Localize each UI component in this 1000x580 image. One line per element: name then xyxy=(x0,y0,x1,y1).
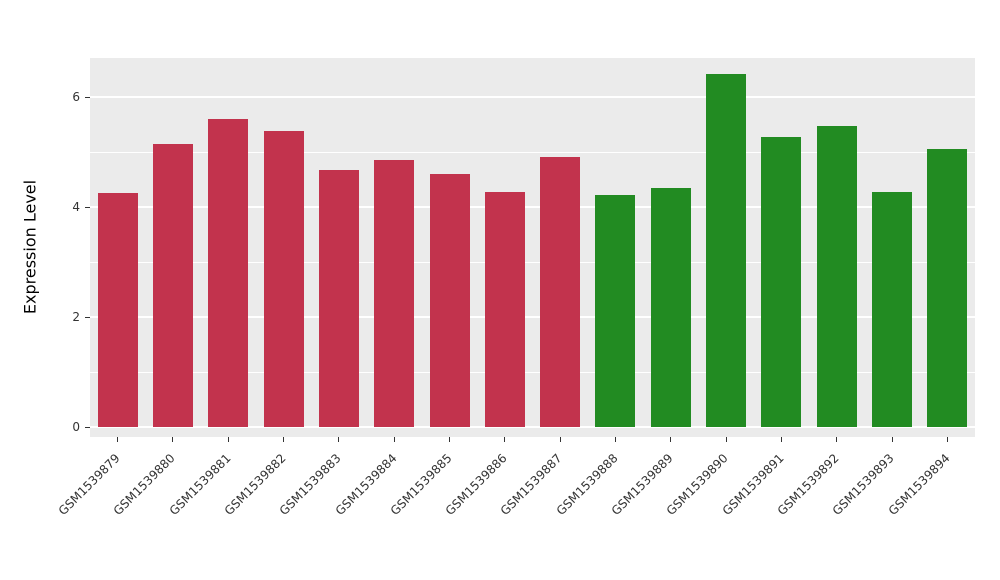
x-tick-mark xyxy=(449,437,451,442)
bar-GSM1539890 xyxy=(706,74,746,427)
bar-GSM1539892 xyxy=(817,126,857,427)
x-tick-mark xyxy=(338,437,340,442)
x-tick-mark xyxy=(504,437,506,442)
y-tick-label: 0 xyxy=(72,420,80,434)
bar-GSM1539883 xyxy=(319,170,359,427)
y-tick-mark xyxy=(85,206,90,208)
bar-GSM1539882 xyxy=(264,131,304,427)
x-tick-mark xyxy=(614,437,616,442)
gridline-major xyxy=(90,206,975,208)
x-tick-mark xyxy=(393,437,395,442)
x-tick-mark xyxy=(780,437,782,442)
x-tick-mark xyxy=(946,437,948,442)
x-tick-mark xyxy=(836,437,838,442)
gridline-major xyxy=(90,316,975,318)
bar-GSM1539889 xyxy=(651,188,691,427)
x-tick-mark xyxy=(670,437,672,442)
y-tick-label: 2 xyxy=(72,310,80,324)
gridline-minor xyxy=(90,371,975,373)
x-tick-mark xyxy=(283,437,285,442)
y-tick-mark xyxy=(85,426,90,428)
x-tick-mark xyxy=(172,437,174,442)
bar-GSM1539881 xyxy=(208,119,248,427)
bar-GSM1539880 xyxy=(153,144,193,427)
y-tick-mark xyxy=(85,96,90,98)
bar-GSM1539888 xyxy=(595,195,635,427)
bar-GSM1539886 xyxy=(485,192,525,427)
bar-GSM1539894 xyxy=(927,149,967,427)
gridline-minor xyxy=(90,151,975,153)
x-tick-mark xyxy=(891,437,893,442)
x-tick-mark xyxy=(725,437,727,442)
bar-GSM1539887 xyxy=(540,157,580,427)
y-tick-label: 6 xyxy=(72,90,80,104)
bar-GSM1539885 xyxy=(430,174,470,427)
bar-GSM1539879 xyxy=(98,193,138,427)
bar-GSM1539884 xyxy=(374,160,414,427)
y-tick-label: 4 xyxy=(72,200,80,214)
x-tick-mark xyxy=(559,437,561,442)
y-axis-title: Expression Level xyxy=(20,179,40,315)
plot-panel xyxy=(90,58,975,437)
y-tick-mark xyxy=(85,316,90,318)
x-tick-mark xyxy=(227,437,229,442)
x-tick-mark xyxy=(117,437,119,442)
bar-GSM1539893 xyxy=(872,192,912,427)
gridline-minor xyxy=(90,261,975,263)
bar-GSM1539891 xyxy=(761,137,801,427)
gridline-major xyxy=(90,426,975,428)
gridline-major xyxy=(90,96,975,98)
